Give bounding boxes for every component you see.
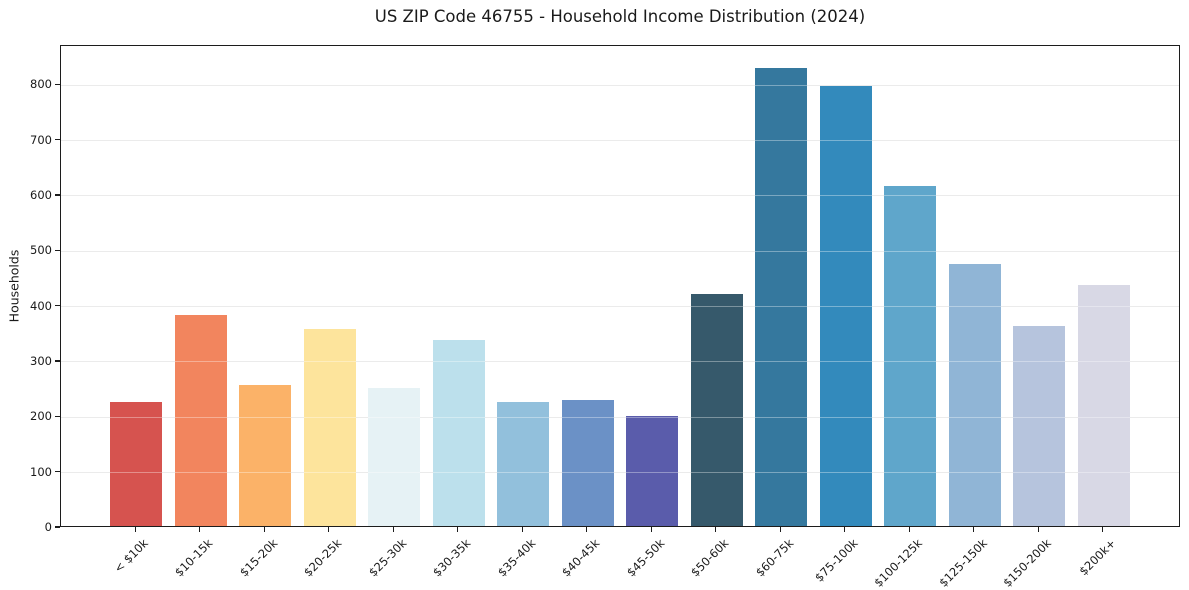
gridline-overlay: [61, 195, 1179, 197]
x-tick-mark: [1102, 527, 1104, 532]
gridline: [61, 472, 1179, 474]
gridline: [61, 84, 1179, 86]
bar-$60-75k: [755, 67, 808, 526]
x-tick-mark: [715, 527, 717, 532]
y-tick-mark: [55, 83, 60, 85]
gridline: [61, 361, 1179, 363]
grid-layer: [61, 46, 1179, 526]
x-tick-label: $10-15k: [172, 536, 216, 580]
gridline: [61, 195, 1179, 197]
y-tick-mark: [55, 249, 60, 251]
x-tick-mark: [1037, 527, 1039, 532]
x-tick-mark: [908, 527, 910, 532]
gridline-overlay: [61, 472, 1179, 474]
x-tick-label: $25-30k: [365, 536, 410, 580]
overgrid-layer: [61, 46, 1179, 526]
x-tick-mark: [263, 527, 265, 532]
x-tick-label: $75-100k: [812, 536, 861, 585]
x-tick-label: < $10k: [111, 536, 152, 576]
gridline: [61, 140, 1179, 142]
x-tick-label: $200k+: [1076, 536, 1119, 579]
bar-$15-20k: [239, 384, 292, 526]
bar-$35-40k: [497, 401, 550, 526]
gridline: [61, 306, 1179, 308]
gridline-overlay: [61, 250, 1179, 252]
x-tick-mark: [973, 527, 975, 532]
x-tick-label: $60-75k: [752, 536, 797, 580]
chart-title: US ZIP Code 46755 - Household Income Dis…: [374, 7, 866, 26]
x-tick-mark: [586, 527, 588, 532]
x-tick-mark: [328, 527, 330, 532]
bar-< $10k: [110, 401, 163, 526]
y-tick-mark: [55, 304, 60, 307]
y-tick-mark: [55, 194, 60, 196]
x-tick-mark: [779, 527, 781, 532]
bar-$125-150k: [948, 264, 1001, 526]
x-tick-label: $40-45k: [559, 536, 603, 580]
y-tick-mark: [55, 360, 60, 362]
bar-$10-15k: [174, 314, 227, 526]
bar-$45-50k: [626, 416, 679, 526]
x-tick-label: $30-35k: [430, 536, 474, 580]
gridline-overlay: [61, 140, 1179, 142]
y-tick-mark: [55, 470, 60, 473]
x-tick-label: $15-20k: [236, 536, 281, 580]
y-tick-label: 400: [30, 298, 52, 313]
bar-$25-30k: [368, 387, 421, 526]
y-tick-mark: [55, 415, 60, 417]
y-tick-label: 800: [30, 77, 52, 92]
gridline-overlay: [61, 361, 1179, 363]
gridline-overlay: [61, 416, 1179, 418]
bar-$20-25k: [303, 329, 356, 526]
x-tick-label: $50-60k: [688, 536, 732, 580]
gridline-overlay: [61, 306, 1179, 308]
x-tick-mark: [844, 527, 846, 532]
x-tick-mark: [134, 527, 136, 532]
y-tick-label: 200: [30, 409, 52, 424]
y-tick-label: 100: [30, 464, 52, 479]
y-tick-label: 600: [30, 187, 52, 202]
bar-$100-125k: [884, 185, 937, 526]
y-tick-mark: [55, 526, 60, 528]
x-tick-mark: [392, 527, 394, 532]
y-tick-mark: [55, 138, 60, 141]
x-tick-label: $100-125k: [871, 536, 926, 590]
x-tick-label: $150-200k: [1000, 536, 1055, 590]
plot-area: [60, 45, 1180, 527]
bar-$30-35k: [432, 339, 485, 526]
bar-$50-60k: [690, 293, 743, 526]
y-tick-label: 300: [30, 353, 52, 368]
y-tick-label: 0: [44, 520, 52, 534]
x-tick-label: $125-150k: [935, 536, 990, 590]
gridline-overlay: [61, 84, 1179, 86]
gridline: [61, 416, 1179, 418]
x-tick-mark: [650, 527, 652, 532]
x-tick-label: $45-50k: [623, 536, 668, 580]
bar-$75-100k: [819, 86, 872, 526]
bars-layer: [61, 46, 1179, 526]
bar-$200k+: [1077, 284, 1130, 526]
y-tick-label: 500: [30, 243, 52, 258]
x-tick-label: $20-25k: [301, 536, 345, 580]
x-tick-mark: [457, 527, 459, 532]
bar-$40-45k: [561, 399, 614, 526]
bar-$150-200k: [1013, 325, 1066, 526]
y-tick-label: 700: [30, 132, 52, 147]
x-tick-label: $35-40k: [494, 536, 539, 580]
gridline: [61, 250, 1179, 252]
x-tick-mark: [521, 527, 523, 532]
x-tick-mark: [199, 527, 201, 532]
